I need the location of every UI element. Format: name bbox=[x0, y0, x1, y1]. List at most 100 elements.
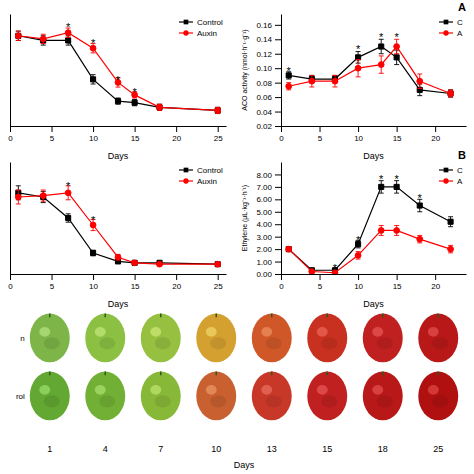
category-label: 15 bbox=[322, 444, 332, 454]
y-tick: 2.00 bbox=[256, 245, 281, 254]
plot-area bbox=[286, 181, 454, 274]
legend-label: C bbox=[457, 18, 463, 27]
error-bar bbox=[448, 90, 453, 97]
tomato-body bbox=[363, 372, 403, 421]
x-tick: 5 bbox=[318, 126, 323, 143]
tomato bbox=[252, 372, 292, 421]
tomato-body bbox=[252, 372, 292, 421]
y-tick-label: 8.00 bbox=[256, 171, 272, 180]
tomato bbox=[363, 314, 403, 363]
y-tick: 0.06 bbox=[256, 93, 281, 102]
tomato-highlight bbox=[39, 327, 50, 337]
x-axis: 05101520 bbox=[279, 274, 466, 291]
legend-item: Auxin bbox=[179, 29, 217, 38]
x-tick: 5 bbox=[318, 274, 323, 291]
category-label: 13 bbox=[267, 444, 277, 454]
marker bbox=[417, 236, 423, 242]
series-line bbox=[289, 47, 451, 94]
tomato-highlight bbox=[150, 327, 161, 337]
tomato bbox=[30, 372, 70, 421]
legend-marker bbox=[183, 178, 188, 183]
category-label: 18 bbox=[378, 444, 388, 454]
y-tick-label: 3.00 bbox=[256, 233, 272, 242]
annotation: * bbox=[116, 74, 121, 86]
y-tick-label: 4.00 bbox=[256, 220, 272, 229]
x-tick-label: 5 bbox=[318, 134, 323, 143]
y-tick-label: 0.12 bbox=[256, 50, 272, 59]
x-tick-mark bbox=[358, 126, 359, 132]
series-line bbox=[289, 187, 451, 270]
tomato-stem bbox=[327, 372, 329, 376]
legend-item: C bbox=[439, 18, 463, 27]
y-axis bbox=[10, 163, 11, 275]
tomato-stem bbox=[49, 314, 51, 318]
error-bar bbox=[132, 100, 137, 106]
y-tick: 6.00 bbox=[256, 195, 281, 204]
x-tick: 10 bbox=[354, 274, 363, 291]
x-tick: 10 bbox=[89, 274, 98, 291]
x-axis: 0510152025 bbox=[8, 274, 226, 291]
y-tick-label: 0.02 bbox=[256, 122, 272, 131]
legend-label: C bbox=[457, 166, 463, 175]
error-bar bbox=[379, 56, 384, 73]
tomato-shadow bbox=[266, 395, 282, 407]
tomato-body bbox=[307, 314, 347, 363]
series bbox=[286, 225, 454, 274]
legend-marker bbox=[184, 20, 189, 25]
x-tick-label: 15 bbox=[393, 134, 402, 143]
series bbox=[15, 28, 220, 114]
error-bar bbox=[66, 214, 71, 222]
x-tick-label: 5 bbox=[50, 134, 55, 143]
x-tick-mark bbox=[10, 274, 11, 280]
y-tick-mark bbox=[275, 262, 281, 263]
x-tick-mark bbox=[435, 274, 436, 280]
x-axis-line bbox=[282, 126, 467, 127]
y-tick: 8.00 bbox=[256, 171, 281, 180]
y-tick-mark bbox=[275, 68, 281, 69]
marker bbox=[394, 55, 399, 60]
marker bbox=[91, 77, 96, 82]
marker bbox=[215, 262, 220, 267]
error-bar bbox=[286, 247, 291, 252]
x-tick: 0 bbox=[279, 274, 284, 291]
series-line bbox=[18, 193, 217, 264]
tomato-highlight bbox=[39, 385, 50, 395]
marker bbox=[448, 91, 453, 96]
error-bar bbox=[41, 34, 46, 43]
tomato bbox=[85, 314, 125, 363]
x-axis-line bbox=[282, 274, 467, 275]
x-tick-label: 0 bbox=[279, 282, 284, 291]
error-bar bbox=[91, 250, 96, 256]
marker bbox=[448, 91, 454, 97]
legend: ControlAuxin bbox=[179, 166, 223, 186]
tomato-highlight bbox=[428, 385, 439, 395]
y-tick-label: 0.04 bbox=[256, 108, 272, 117]
error-bar bbox=[16, 31, 21, 40]
error-bar bbox=[448, 217, 453, 227]
legend-item: C bbox=[439, 166, 463, 175]
legend-marker bbox=[184, 168, 189, 173]
y-tick-mark bbox=[275, 25, 281, 26]
tomato-stem bbox=[160, 372, 162, 376]
marker bbox=[215, 108, 221, 114]
tomato-body bbox=[418, 372, 458, 421]
tomato bbox=[307, 372, 347, 421]
marker bbox=[157, 105, 162, 110]
y-tick: 5.00 bbox=[256, 208, 281, 217]
tomato-body bbox=[141, 314, 181, 363]
x-tick-mark bbox=[358, 274, 359, 280]
legend-marker bbox=[444, 168, 449, 173]
error-bar bbox=[157, 104, 162, 110]
y-tick-mark bbox=[275, 274, 281, 275]
x-tick-label: 0 bbox=[8, 282, 13, 291]
marker bbox=[66, 215, 71, 220]
tomato-shadow bbox=[155, 395, 171, 407]
series bbox=[286, 39, 453, 97]
tomato-highlight bbox=[261, 385, 272, 395]
marker bbox=[115, 254, 121, 260]
y-tick-mark bbox=[275, 83, 281, 84]
tomato-body bbox=[196, 372, 236, 421]
error-bar bbox=[417, 74, 422, 88]
x-tick: 10 bbox=[354, 126, 363, 143]
y-tick-label: 0.14 bbox=[256, 35, 272, 44]
